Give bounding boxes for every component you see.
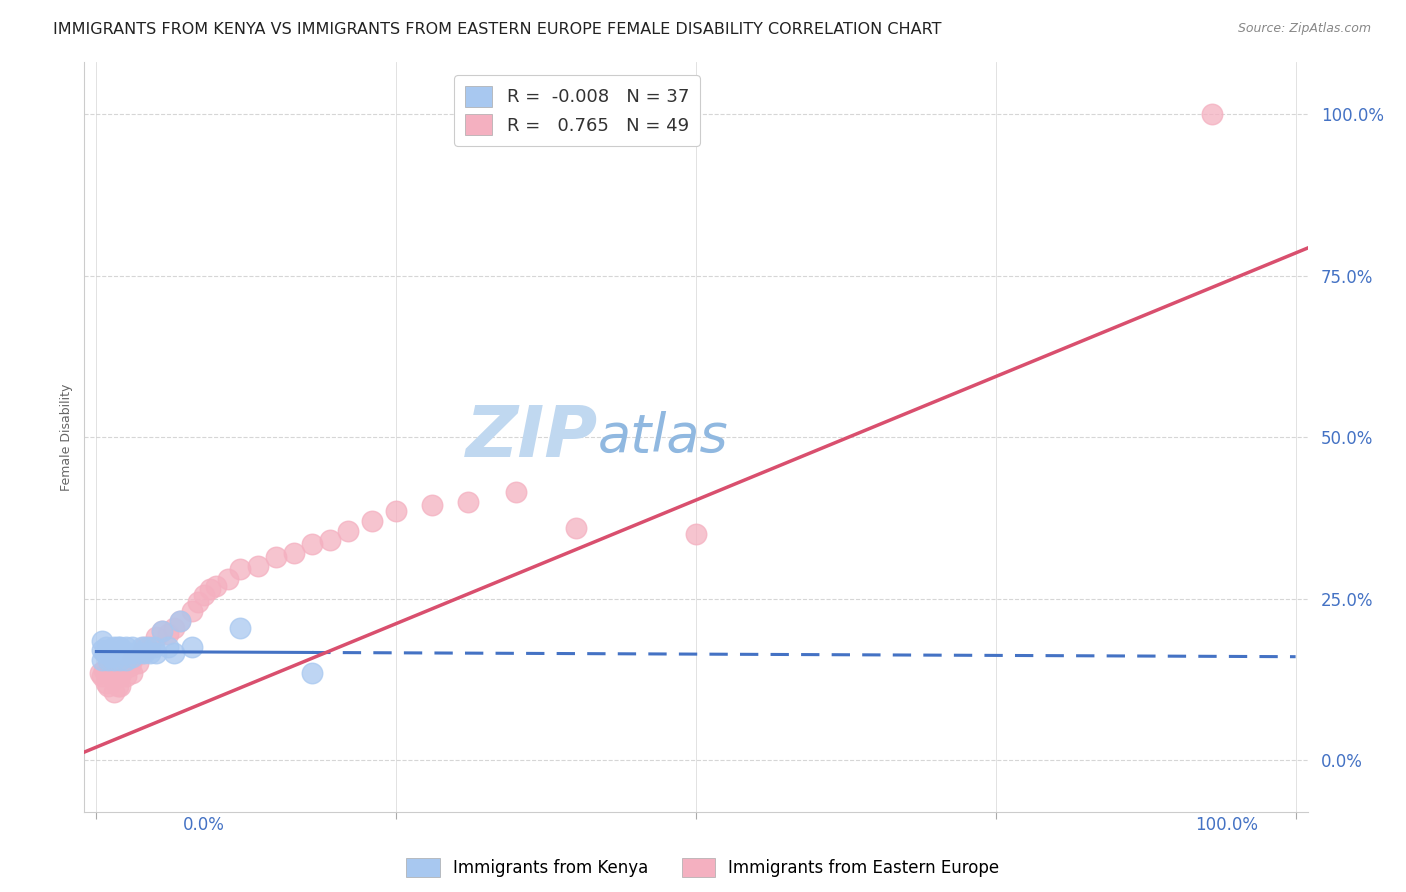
Point	[229, 621, 252, 635]
Point	[94, 640, 117, 654]
Point	[118, 647, 141, 661]
Point	[121, 653, 143, 667]
Point	[110, 644, 132, 658]
Point	[145, 630, 167, 644]
Point	[181, 640, 204, 654]
Point	[91, 653, 114, 667]
Point	[163, 647, 186, 661]
Legend: R =  -0.008   N = 37, R =   0.765   N = 49: R = -0.008 N = 37, R = 0.765 N = 49	[454, 75, 700, 145]
Point	[91, 633, 114, 648]
Point	[301, 536, 323, 550]
Point	[103, 663, 125, 677]
Text: 0.0%: 0.0%	[183, 816, 225, 834]
Point	[142, 640, 165, 654]
Point	[229, 562, 252, 576]
Point	[157, 627, 180, 641]
Y-axis label: Female Disability: Female Disability	[60, 384, 73, 491]
Point	[110, 669, 132, 683]
Point	[100, 649, 122, 664]
Point	[139, 647, 162, 661]
Point	[505, 485, 527, 500]
Point	[127, 647, 149, 661]
Point	[565, 520, 588, 534]
Point	[200, 582, 222, 596]
Point	[420, 498, 443, 512]
Point	[217, 572, 239, 586]
Point	[457, 494, 479, 508]
Point	[94, 675, 117, 690]
Text: ZIP: ZIP	[465, 402, 598, 472]
Point	[89, 665, 111, 680]
Point	[121, 640, 143, 654]
Point	[110, 679, 132, 693]
Point	[169, 614, 191, 628]
Point	[685, 527, 707, 541]
Point	[135, 640, 157, 654]
Text: Source: ZipAtlas.com: Source: ZipAtlas.com	[1237, 22, 1371, 36]
Point	[111, 647, 134, 661]
Point	[205, 579, 228, 593]
Point	[115, 647, 138, 661]
Point	[319, 533, 342, 548]
Point	[150, 624, 173, 638]
Point	[93, 647, 117, 661]
Point	[157, 640, 180, 654]
Point	[91, 669, 114, 683]
Point	[97, 665, 120, 680]
Point	[134, 647, 156, 661]
Point	[103, 673, 125, 687]
Point	[103, 640, 125, 654]
Point	[97, 679, 120, 693]
Point	[115, 669, 138, 683]
Point	[139, 640, 162, 654]
Point	[385, 504, 408, 518]
Point	[91, 643, 114, 657]
Point	[247, 559, 270, 574]
Text: 100.0%: 100.0%	[1195, 816, 1258, 834]
Legend: Immigrants from Kenya, Immigrants from Eastern Europe: Immigrants from Kenya, Immigrants from E…	[399, 851, 1007, 884]
Point	[105, 647, 128, 661]
Point	[93, 663, 115, 677]
Point	[169, 614, 191, 628]
Point	[100, 663, 122, 677]
Point	[110, 653, 132, 667]
Text: atlas: atlas	[598, 411, 728, 463]
Point	[187, 595, 209, 609]
Point	[107, 640, 129, 654]
Point	[107, 679, 129, 693]
Point	[103, 653, 125, 667]
Point	[264, 549, 287, 564]
Point	[131, 647, 153, 661]
Point	[110, 640, 132, 654]
Point	[134, 640, 156, 654]
Point	[121, 649, 143, 664]
Point	[145, 647, 167, 661]
Point	[163, 621, 186, 635]
Text: IMMIGRANTS FROM KENYA VS IMMIGRANTS FROM EASTERN EUROPE FEMALE DISABILITY CORREL: IMMIGRANTS FROM KENYA VS IMMIGRANTS FROM…	[53, 22, 942, 37]
Point	[337, 524, 360, 538]
Point	[118, 659, 141, 673]
Point	[193, 588, 215, 602]
Point	[131, 640, 153, 654]
Point	[121, 665, 143, 680]
Point	[97, 643, 120, 657]
Point	[103, 685, 125, 699]
Point	[150, 624, 173, 638]
Point	[361, 514, 384, 528]
Point	[115, 640, 138, 654]
Point	[1201, 107, 1223, 121]
Point	[97, 653, 120, 667]
Point	[115, 653, 138, 667]
Point	[111, 663, 134, 677]
Point	[301, 665, 323, 680]
Point	[103, 647, 125, 661]
Point	[283, 546, 305, 560]
Point	[127, 656, 149, 670]
Point	[107, 665, 129, 680]
Point	[181, 605, 204, 619]
